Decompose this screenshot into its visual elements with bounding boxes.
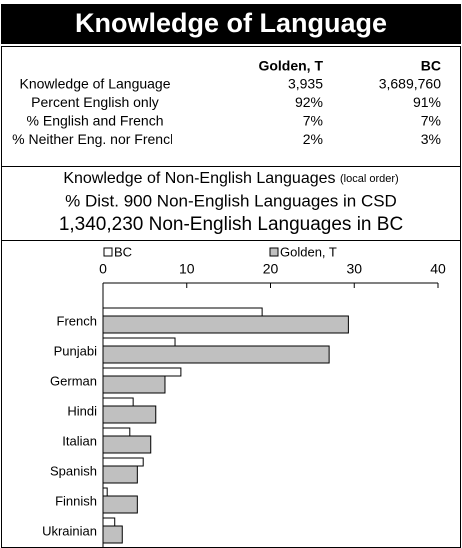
bar bbox=[102, 405, 157, 424]
y-tick-label: Hindi bbox=[67, 403, 97, 418]
chart: 0 10 20 30 40 BC Golden, T French Punjabi German H… bbox=[42, 244, 446, 548]
legend-label: BC bbox=[114, 244, 132, 259]
bar bbox=[102, 345, 330, 364]
y-tick-label: French bbox=[57, 313, 97, 328]
legend-swatch bbox=[269, 247, 279, 257]
bar bbox=[102, 525, 123, 544]
column-header: BC bbox=[421, 58, 441, 74]
legend-label: Golden, T bbox=[280, 244, 337, 259]
row-label: % English and French bbox=[27, 113, 164, 129]
subtitle: 1,340,230 Non-English Languages in BC bbox=[59, 214, 403, 235]
bar bbox=[102, 465, 138, 484]
cell: 3,935 bbox=[288, 76, 323, 92]
y-tick-label: German bbox=[50, 373, 97, 388]
x-tick-label: 30 bbox=[346, 261, 362, 277]
bar bbox=[102, 435, 152, 454]
column-header: Golden, T bbox=[258, 58, 323, 74]
y-tick-label: Finnish bbox=[55, 493, 97, 508]
row-label: % Neither Eng. nor French bbox=[12, 131, 178, 147]
cell: 7% bbox=[421, 113, 441, 129]
cell: 7% bbox=[303, 113, 323, 129]
title: Knowledge of Language bbox=[75, 8, 387, 38]
bar bbox=[102, 517, 116, 527]
y-tick-label: Ukrainian bbox=[42, 523, 97, 538]
x-tick-label: 40 bbox=[430, 261, 446, 277]
table: Golden, T BC Knowledge of Language 3,935 3,6… bbox=[12, 58, 441, 148]
y-tick-label: Italian bbox=[62, 433, 97, 448]
legend-swatch bbox=[103, 247, 113, 257]
y-tick-label: Punjabi bbox=[54, 343, 97, 358]
bar bbox=[102, 307, 263, 317]
bar bbox=[102, 487, 108, 497]
y-tick-label: Spanish bbox=[50, 463, 97, 478]
bar bbox=[102, 427, 131, 437]
bar bbox=[102, 457, 144, 467]
x-tick-label: 10 bbox=[179, 261, 195, 277]
bar bbox=[102, 315, 349, 334]
bar bbox=[102, 397, 134, 407]
cell: 91% bbox=[413, 94, 441, 110]
cell: 92% bbox=[295, 94, 323, 110]
row-label: Percent English only bbox=[31, 94, 159, 110]
bar bbox=[102, 367, 182, 377]
title-band bbox=[1, 4, 461, 44]
subtitle: % Dist. 900 Non-English Languages in CSD bbox=[65, 191, 397, 210]
cell: 2% bbox=[303, 131, 323, 147]
row-label: Knowledge of Language bbox=[19, 76, 170, 92]
bar bbox=[102, 337, 176, 347]
subtitle-note: (local order) bbox=[340, 173, 399, 185]
bar bbox=[102, 495, 138, 514]
subtitle-text: Knowledge of Non-English Languages bbox=[63, 170, 335, 187]
bar bbox=[102, 375, 166, 394]
cell: 3,689,760 bbox=[379, 76, 441, 92]
cell: 3% bbox=[421, 131, 441, 147]
x-tick-label: 0 bbox=[99, 261, 107, 277]
x-tick-label: 20 bbox=[263, 261, 279, 277]
subtitle: Knowledge of Non-English Languages (loca… bbox=[63, 170, 398, 187]
